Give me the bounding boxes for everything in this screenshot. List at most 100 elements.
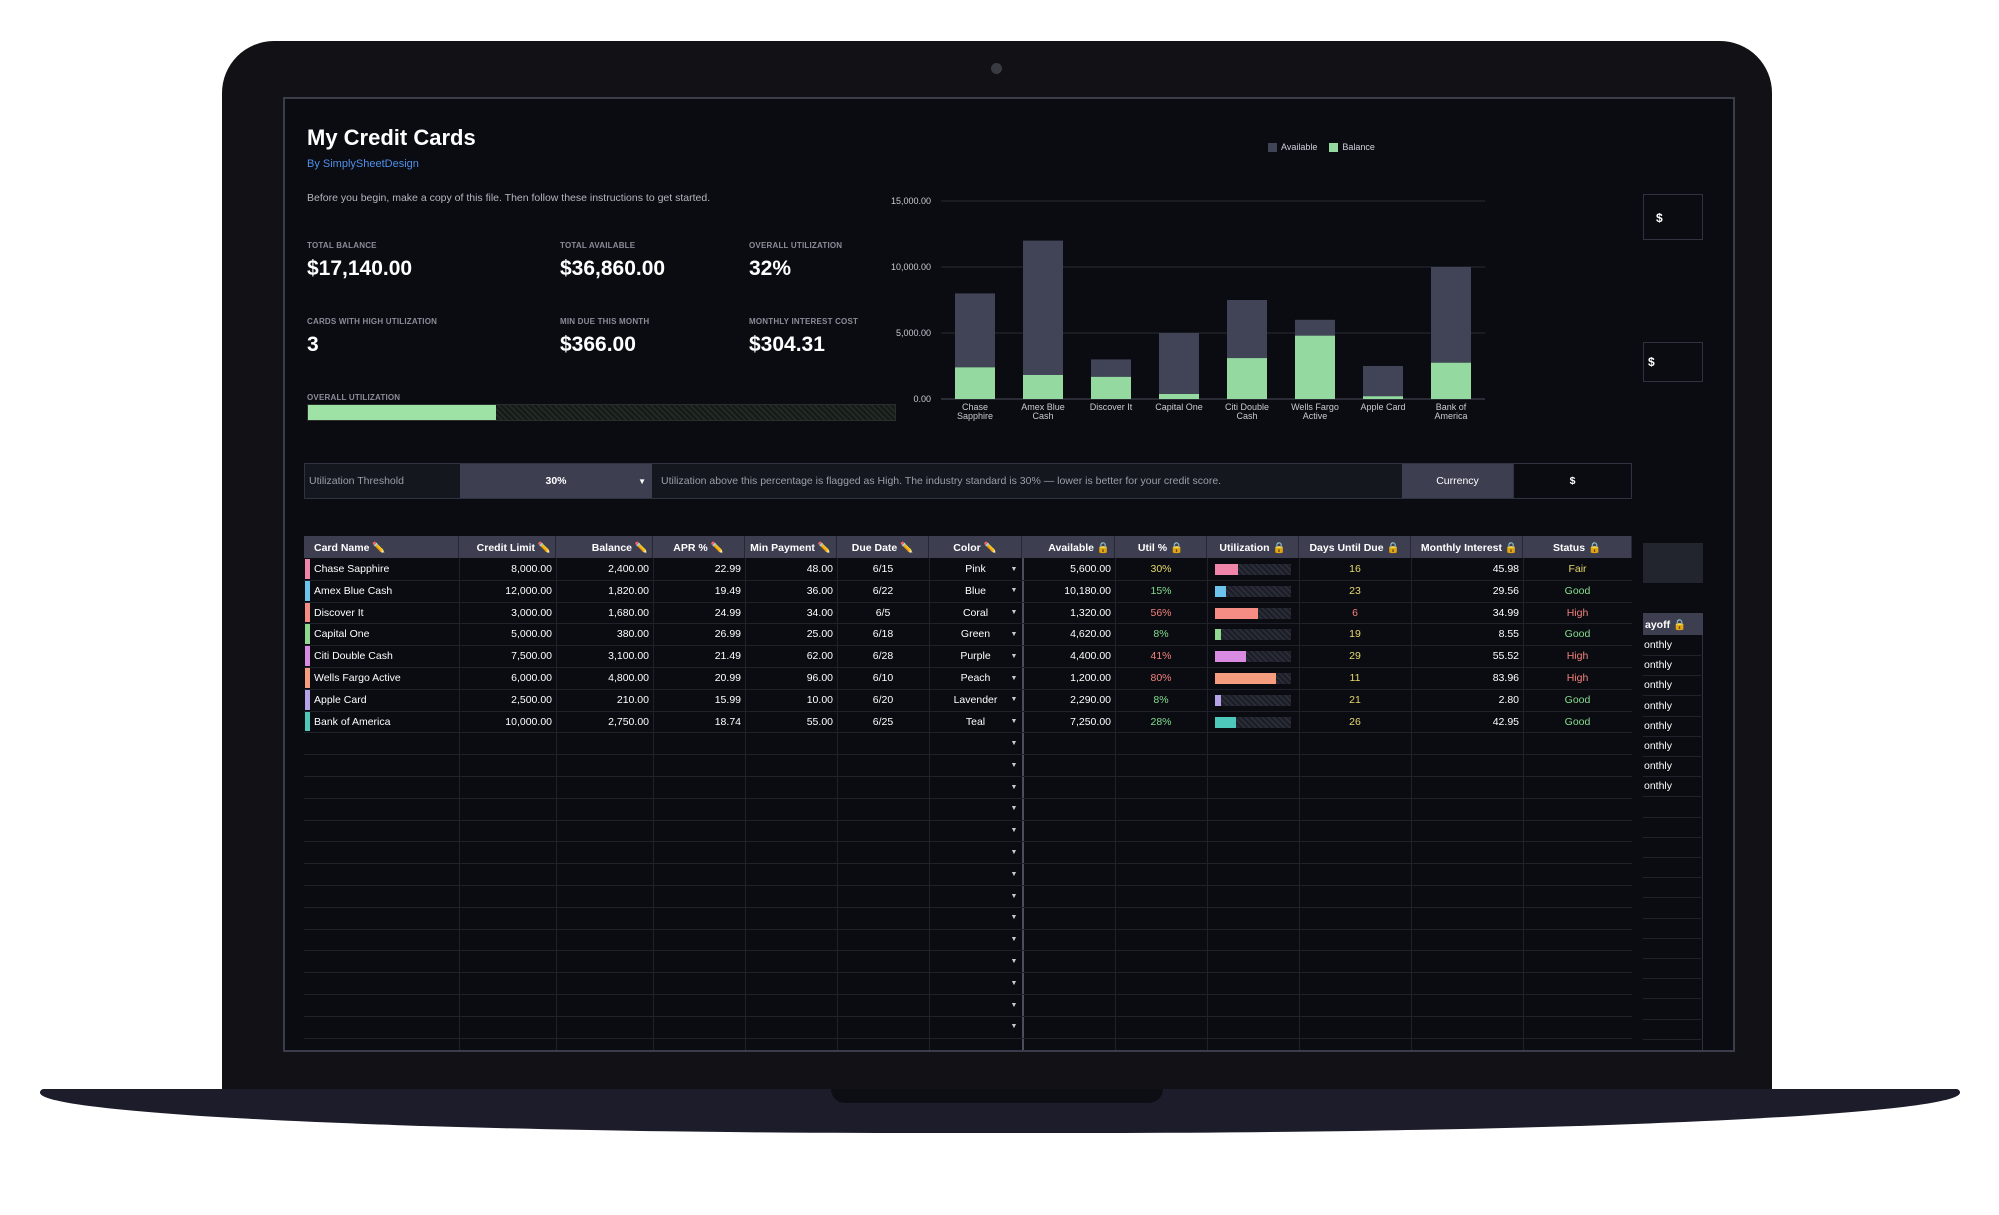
apr-cell[interactable]: 21.49	[714, 650, 741, 663]
dropdown-arrow-icon[interactable]: ▼	[1010, 783, 1018, 791]
apr-cell[interactable]: 19.49	[714, 584, 741, 597]
dropdown-arrow-icon[interactable]: ▼	[1010, 870, 1018, 878]
dropdown-arrow-icon[interactable]: ▼	[1010, 1001, 1018, 1009]
card-name-cell[interactable]: Apple Card	[314, 693, 367, 706]
card-name-cell[interactable]: Amex Blue Cash	[314, 584, 393, 597]
column-header[interactable]: Monthly Interest 🔒	[1411, 536, 1523, 558]
balance-cell[interactable]: 2,750.00	[608, 715, 649, 728]
column-header[interactable]: Card Name ✏️	[304, 536, 459, 558]
column-header[interactable]: APR % ✏️	[653, 536, 745, 558]
dropdown-arrow-icon[interactable]: ▼	[1010, 674, 1018, 682]
dropdown-arrow-icon[interactable]: ▼	[1010, 892, 1018, 900]
due-date-cell[interactable]: 6/10	[872, 672, 894, 684]
currency-box[interactable]: $	[1643, 194, 1703, 240]
dropdown-arrow-icon[interactable]: ▼	[1010, 761, 1018, 769]
due-date-cell[interactable]: 6/5	[875, 606, 891, 619]
dropdown-arrow-icon[interactable]: ▼	[1010, 979, 1018, 987]
apr-cell[interactable]: 24.99	[714, 606, 741, 619]
color-select[interactable]: Purple	[960, 650, 991, 663]
color-select[interactable]: Lavender	[953, 693, 998, 706]
card-name-cell[interactable]: Wells Fargo Active	[314, 672, 401, 684]
min-payment-cell[interactable]: 62.00	[806, 650, 833, 663]
byline-link[interactable]: By SimplySheetDesign	[307, 158, 419, 170]
color-select[interactable]: Teal	[965, 715, 986, 728]
card-name-cell[interactable]: Capital One	[314, 628, 370, 641]
column-header[interactable]: Color ✏️	[929, 536, 1022, 558]
threshold-select[interactable]: 30% ▼	[460, 464, 652, 498]
min-payment-cell[interactable]: 34.00	[806, 606, 833, 619]
column-header[interactable]: Util % 🔒	[1115, 536, 1207, 558]
currency-input[interactable]: $	[1513, 464, 1631, 498]
apr-cell[interactable]: 18.74	[714, 715, 741, 728]
card-name-cell[interactable]: Chase Sapphire	[314, 563, 390, 575]
dropdown-arrow-icon[interactable]: ▼	[1010, 739, 1018, 747]
dropdown-arrow-icon[interactable]: ▼	[1010, 718, 1018, 726]
credit-limit-cell[interactable]: 3,000.00	[511, 606, 552, 619]
card-name-cell[interactable]: Citi Double Cash	[314, 650, 393, 663]
column-header[interactable]: Available 🔒	[1022, 536, 1115, 558]
dropdown-arrow-icon[interactable]: ▼	[1010, 914, 1018, 922]
balance-cell[interactable]: 1,820.00	[608, 584, 649, 597]
credit-limit-cell[interactable]: 5,000.00	[511, 628, 552, 641]
balance-cell[interactable]: 2,400.00	[608, 563, 649, 575]
credit-limit-cell[interactable]: 12,000.00	[505, 584, 552, 597]
dropdown-arrow-icon[interactable]: ▼	[1010, 696, 1018, 704]
due-date-cell[interactable]: 6/15	[872, 563, 894, 575]
card-name-cell[interactable]: Bank of America	[314, 715, 391, 728]
chart-x-tick-label: Citi Double Cash	[1225, 402, 1269, 421]
credit-limit-cell[interactable]: 7,500.00	[511, 650, 552, 663]
column-header[interactable]: Balance ✏️	[556, 536, 653, 558]
card-name-cell[interactable]: Discover It	[314, 606, 364, 619]
dropdown-arrow-icon[interactable]: ▼	[1010, 609, 1018, 617]
column-header[interactable]: Due Date ✏️	[837, 536, 929, 558]
util-percent-cell: 41%	[1150, 650, 1172, 663]
color-select[interactable]: Coral	[962, 606, 989, 619]
balance-cell[interactable]: 380.00	[616, 628, 649, 641]
balance-cell[interactable]: 1,680.00	[608, 606, 649, 619]
dropdown-arrow-icon[interactable]: ▼	[1010, 565, 1018, 573]
color-select[interactable]: Peach	[960, 672, 991, 684]
apr-cell[interactable]: 15.99	[714, 693, 741, 706]
column-header[interactable]: Min Payment ✏️	[745, 536, 837, 558]
column-header[interactable]: Days Until Due 🔒	[1299, 536, 1411, 558]
dropdown-arrow-icon[interactable]: ▼	[1010, 848, 1018, 856]
min-payment-cell[interactable]: 55.00	[806, 715, 833, 728]
apr-cell[interactable]: 22.99	[714, 563, 741, 575]
dropdown-arrow-icon[interactable]: ▼	[1010, 827, 1018, 835]
dropdown-arrow-icon[interactable]: ▼	[1010, 652, 1018, 660]
column-header[interactable]: Utilization 🔒	[1207, 536, 1299, 558]
balance-cell[interactable]: 210.00	[616, 693, 649, 706]
apr-cell[interactable]: 20.99	[714, 672, 741, 684]
credit-limit-cell[interactable]: 2,500.00	[511, 693, 552, 706]
min-payment-cell[interactable]: 96.00	[806, 672, 833, 684]
due-date-cell[interactable]: 6/25	[872, 715, 894, 728]
balance-cell[interactable]: 3,100.00	[608, 650, 649, 663]
dropdown-arrow-icon[interactable]: ▼	[1010, 587, 1018, 595]
currency-box[interactable]: $	[1643, 342, 1703, 382]
min-payment-cell[interactable]: 36.00	[806, 584, 833, 597]
dropdown-arrow-icon[interactable]: ▼	[1010, 957, 1018, 965]
dropdown-arrow-icon[interactable]: ▼	[1010, 805, 1018, 813]
dropdown-arrow-icon[interactable]: ▼	[1010, 1023, 1018, 1031]
min-payment-cell[interactable]: 48.00	[806, 563, 833, 575]
credit-limit-cell[interactable]: 10,000.00	[505, 715, 552, 728]
due-date-cell[interactable]: 6/18	[872, 628, 894, 641]
credit-limit-cell[interactable]: 8,000.00	[511, 563, 552, 575]
column-header[interactable]: Status 🔒	[1523, 536, 1632, 558]
dropdown-arrow-icon[interactable]: ▼	[1010, 936, 1018, 944]
apr-cell[interactable]: 26.99	[714, 628, 741, 641]
credit-limit-cell[interactable]: 6,000.00	[511, 672, 552, 684]
color-select[interactable]: Pink	[965, 563, 986, 575]
balance-cell[interactable]: 4,800.00	[608, 672, 649, 684]
min-payment-cell[interactable]: 10.00	[806, 693, 833, 706]
due-date-cell[interactable]: 6/28	[872, 650, 894, 663]
color-select[interactable]: Green	[960, 628, 991, 641]
side-panel-block	[1643, 543, 1703, 583]
dropdown-arrow-icon[interactable]: ▼	[1010, 630, 1018, 638]
due-date-cell[interactable]: 6/20	[872, 693, 894, 706]
due-date-cell[interactable]: 6/22	[872, 584, 894, 597]
min-payment-cell[interactable]: 25.00	[806, 628, 833, 641]
column-header[interactable]: Credit Limit ✏️	[459, 536, 556, 558]
color-select[interactable]: Blue	[964, 584, 986, 597]
status-badge: Good	[1564, 693, 1591, 706]
